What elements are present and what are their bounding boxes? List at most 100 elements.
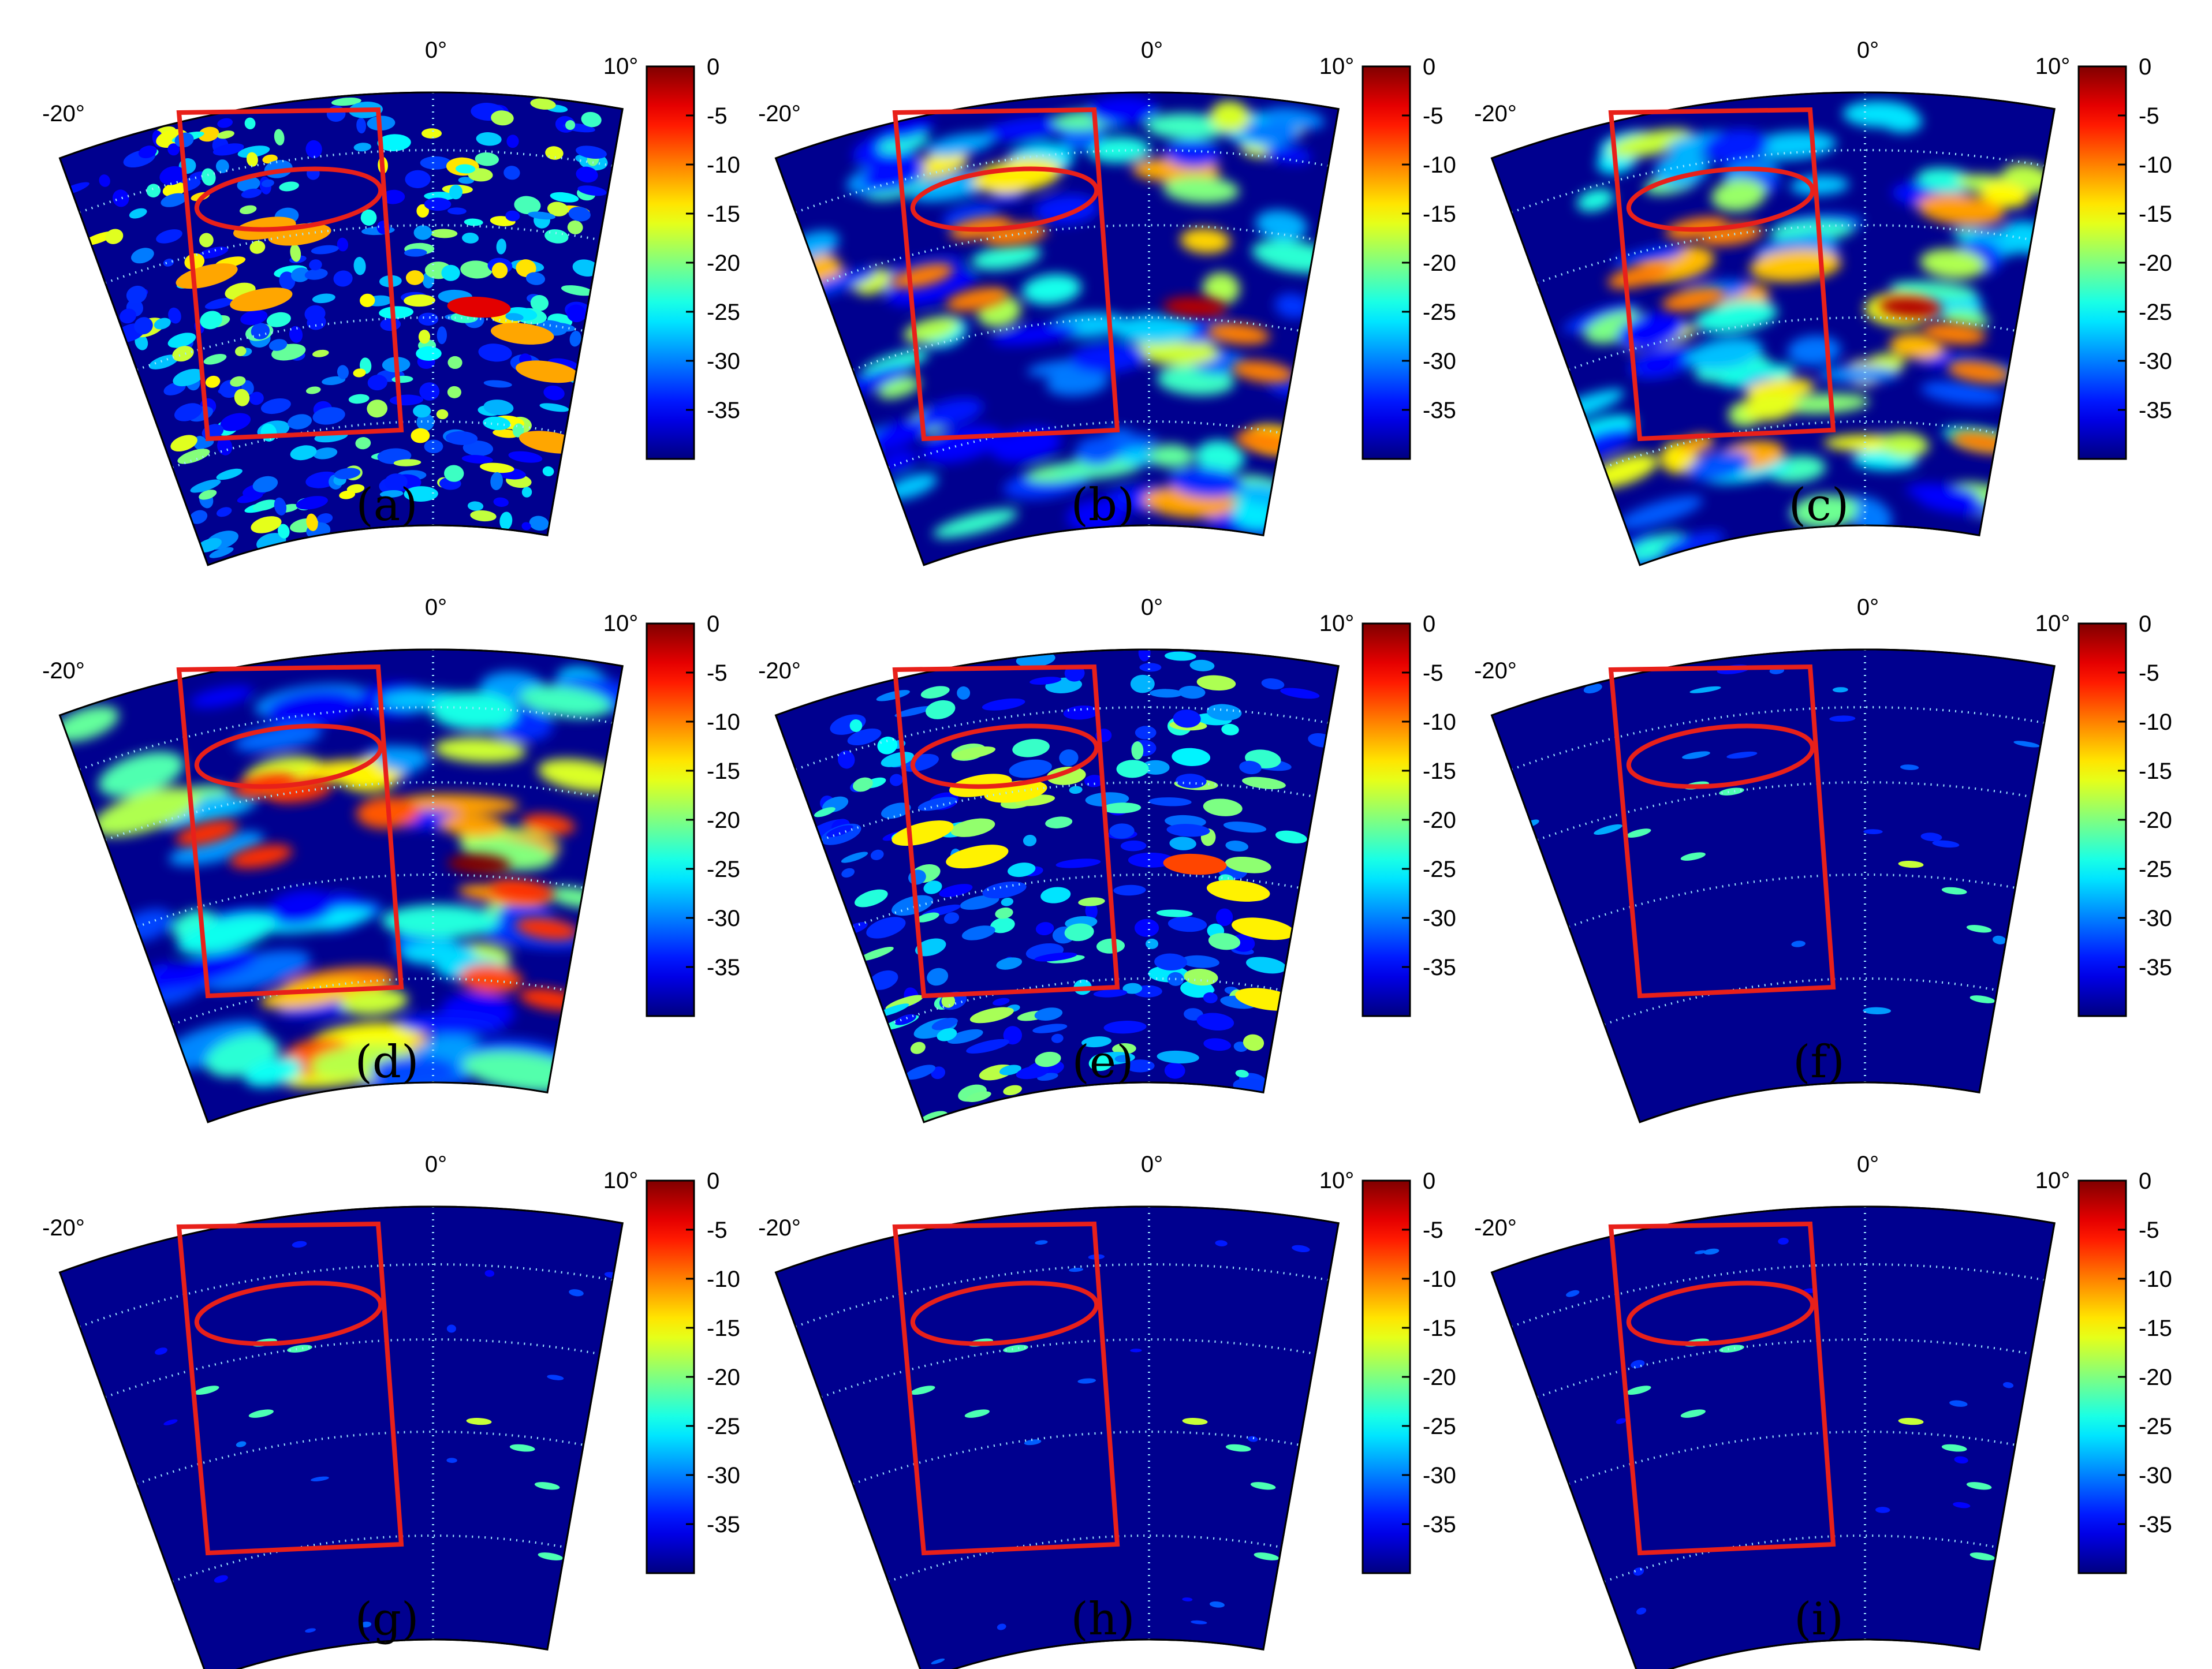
panel-8: -20° 0° 10° 0 -5 -10 -15 -20 -25 -30 -35	[758, 1152, 1456, 1669]
target-ellipse	[910, 1280, 1099, 1346]
colorbar-tick-label: -10	[707, 1267, 740, 1292]
colorbar-tick-label: -5	[2139, 660, 2159, 686]
colorbar-tick-label: -30	[707, 1463, 740, 1488]
colorbar-tick-label: -20	[707, 1365, 740, 1390]
angle-label-left: -20°	[758, 658, 801, 684]
colorbar-tick-label: -30	[2139, 349, 2172, 374]
colorbar-tick-label: 0	[2139, 1168, 2151, 1194]
panel-7: -20° 0° 10° 0 -5 -10 -15 -20 -25 -30 -35	[42, 1152, 740, 1669]
target-rectangle	[1608, 107, 1836, 442]
target-rectangle	[1608, 664, 1836, 999]
range-arc	[1603, 977, 1998, 1026]
angle-label-right: 10°	[603, 54, 639, 79]
range-arc	[820, 224, 1316, 284]
colorbar-tick-label: -25	[1423, 300, 1456, 325]
range-arc	[171, 977, 566, 1026]
colorbar-tick-label: -35	[707, 955, 740, 980]
panel-caption: (e)	[1072, 1036, 1134, 1088]
target-ellipse	[194, 723, 383, 789]
range-arc	[79, 1263, 613, 1328]
range-arc	[1536, 224, 2032, 284]
range-arc	[1536, 1338, 2032, 1398]
colorbar-tick-label: -10	[707, 710, 740, 735]
colorbar-tick-label: -25	[1423, 857, 1456, 882]
colorbar-tick-label: -15	[2139, 759, 2172, 784]
range-arc	[887, 420, 1282, 469]
range-arc	[105, 224, 600, 284]
angle-label-center: 0°	[1141, 1152, 1163, 1177]
colorbar-tick-label: 0	[1423, 1168, 1435, 1194]
angle-label-right: 10°	[1319, 611, 1355, 636]
colorbar-tick-label: -25	[707, 1414, 740, 1439]
target-rectangle	[892, 664, 1120, 999]
colorbar-tick-label: -15	[707, 1316, 740, 1341]
intensity-map	[59, 97, 608, 558]
range-arc	[79, 148, 613, 214]
angle-label-center: 0°	[1857, 1152, 1879, 1177]
colorbar-tick-label: -30	[707, 906, 740, 931]
angle-label-center: 0°	[425, 1152, 447, 1177]
colorbar-tick-label: -30	[2139, 906, 2172, 931]
target-rectangle	[176, 107, 404, 442]
colorbar-tick-label: -30	[1423, 906, 1456, 931]
range-arc	[1603, 420, 1998, 469]
colorbar-tick-label: -5	[707, 103, 728, 129]
colorbar-tick-label: -10	[2139, 710, 2172, 735]
target-ellipse	[910, 166, 1099, 232]
colorbar-tick-label: -20	[1423, 808, 1456, 833]
colorbar-tick-label: -20	[707, 251, 740, 276]
angle-label-right: 10°	[2035, 611, 2071, 636]
angle-label-right: 10°	[603, 1168, 639, 1193]
colorbar-tick-label: -25	[2139, 300, 2172, 325]
colorbar-tick-label: -30	[1423, 1463, 1456, 1488]
intensity-map	[155, 1241, 620, 1633]
colorbar-tick-label: -25	[1423, 1414, 1456, 1439]
panel-caption: (h)	[1070, 1593, 1135, 1645]
range-arc	[1536, 781, 2032, 841]
colorbar-tick-label: -35	[2139, 1512, 2172, 1537]
colorbar-tick-label: -10	[707, 152, 740, 178]
colorbar-tick-label: -15	[1423, 201, 1456, 227]
colorbar-tick-label: -35	[1423, 398, 1456, 423]
range-arc	[171, 1534, 566, 1583]
colorbar-tick-label: 0	[707, 1168, 719, 1194]
panel-caption: (g)	[355, 1593, 419, 1645]
colorbar-tick-label: -15	[1423, 759, 1456, 784]
angle-label-left: -20°	[1474, 101, 1517, 126]
angle-label-right: 10°	[1319, 54, 1355, 79]
angle-label-left: -20°	[758, 1215, 801, 1241]
colorbar-tick-label: -20	[1423, 1365, 1456, 1390]
target-ellipse	[194, 166, 383, 232]
colorbar-tick-label: -15	[1423, 1316, 1456, 1341]
angle-label-left: -20°	[42, 101, 85, 126]
range-arc	[795, 1263, 1329, 1328]
panel-caption: (f)	[1793, 1036, 1845, 1088]
colorbar-tick-label: -15	[2139, 201, 2172, 227]
colorbar-tick-label: -15	[707, 201, 740, 227]
angle-label-right: 10°	[1319, 1168, 1355, 1193]
colorbar-tick-label: 0	[2139, 611, 2151, 637]
panel-3: -20° 0° 10° 0 -5 -10 -15 -20 -25 -30 -35	[1474, 38, 2172, 566]
target-ellipse	[1626, 166, 1815, 232]
target-rectangle	[892, 107, 1120, 442]
panel-caption: (b)	[1070, 479, 1135, 531]
colorbar-tick-label: -25	[707, 300, 740, 325]
range-arc	[887, 1534, 1282, 1583]
colorbar-tick-label: -5	[1423, 660, 1443, 686]
colorbar-tick-label: -15	[2139, 1316, 2172, 1341]
colorbar-tick-label: -30	[1423, 349, 1456, 374]
range-arc	[1511, 705, 2045, 771]
colorbar-tick-label: -25	[2139, 857, 2172, 882]
colorbar-tick-label: -20	[2139, 1365, 2172, 1390]
panel-caption: (a)	[356, 479, 418, 531]
angle-label-left: -20°	[42, 1215, 85, 1241]
range-arc	[171, 420, 566, 469]
range-arc	[1511, 1263, 2045, 1328]
colorbar-tick-label: -20	[1423, 251, 1456, 276]
angle-label-left: -20°	[758, 101, 801, 126]
angle-label-left: -20°	[42, 658, 85, 684]
colorbar-tick-label: -10	[2139, 1267, 2172, 1292]
angle-label-center: 0°	[1857, 595, 1879, 620]
range-arc	[820, 1338, 1316, 1398]
